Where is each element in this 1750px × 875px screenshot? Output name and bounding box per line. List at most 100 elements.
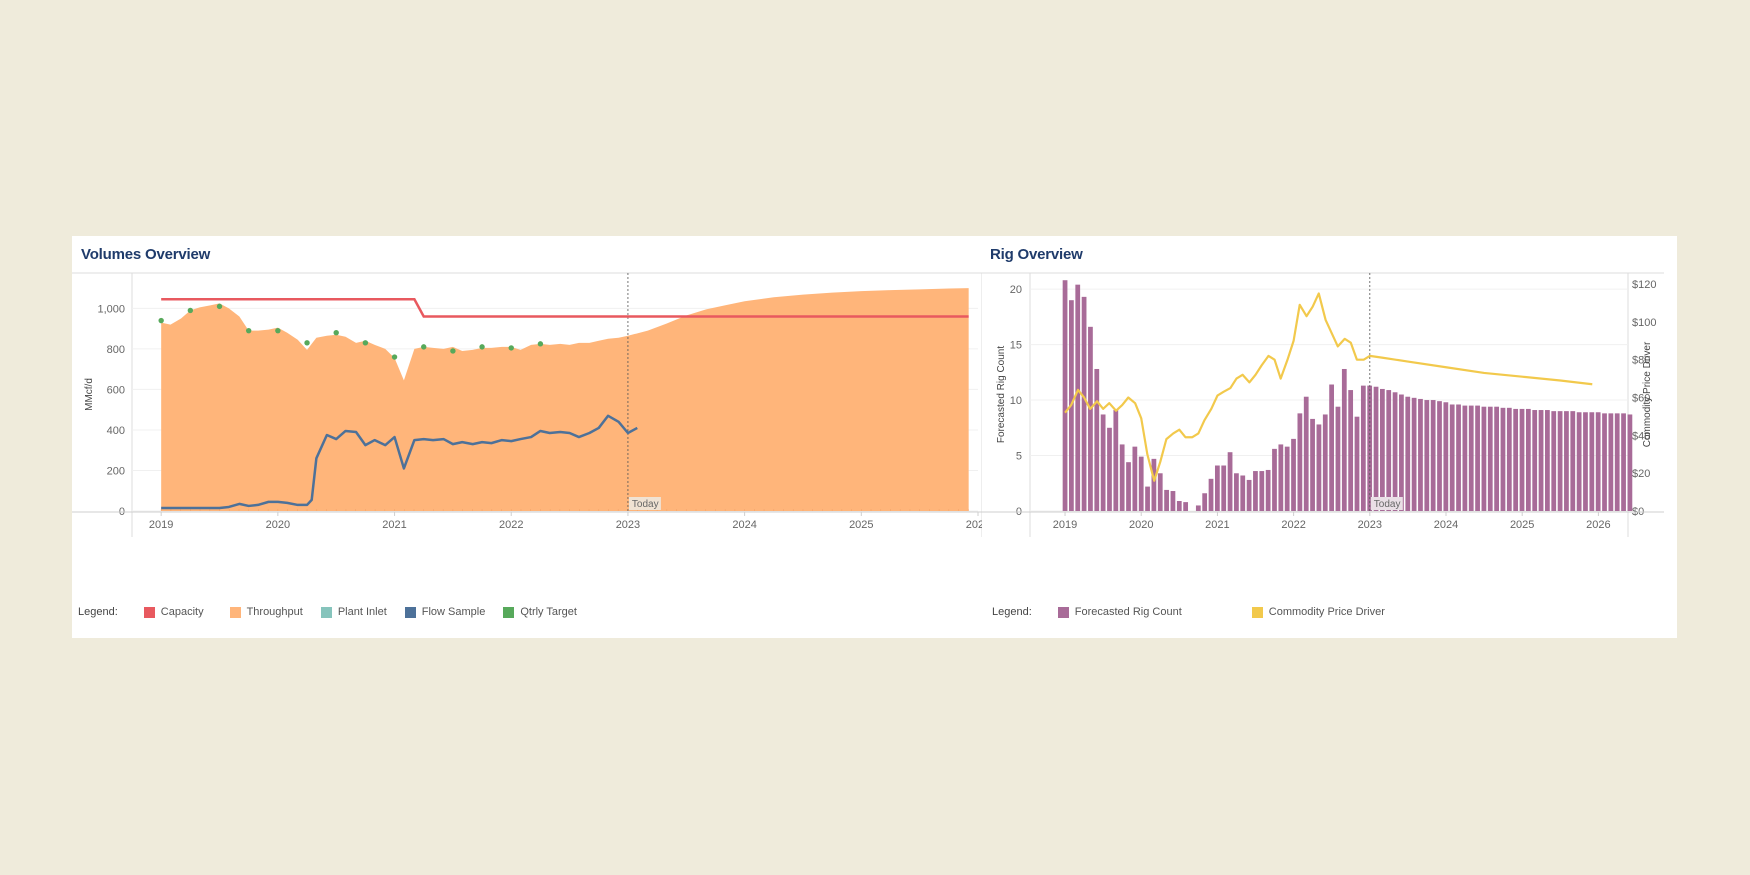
rig-count-bar bbox=[1462, 405, 1468, 511]
rig-count-bar bbox=[1443, 402, 1449, 511]
rig-count-bar bbox=[1392, 392, 1398, 511]
rig-count-bar bbox=[1627, 414, 1633, 511]
x-tick-label: 2024 bbox=[732, 519, 756, 531]
rig-count-bar bbox=[1075, 284, 1081, 511]
rig-count-bar bbox=[1487, 406, 1493, 511]
y-axis-label: Forecasted Rig Count bbox=[996, 346, 1007, 443]
x-tick-label: 2024 bbox=[1434, 519, 1458, 531]
rig-count-bar bbox=[1119, 444, 1125, 511]
rig-count-bar bbox=[1621, 413, 1626, 511]
legend-label: Capacity bbox=[160, 606, 204, 618]
rig-count-bar bbox=[1405, 396, 1411, 511]
rig-count-bar bbox=[1234, 473, 1239, 511]
legend-item-capacity[interactable]: Capacity bbox=[143, 606, 204, 618]
rig-count-bar bbox=[1437, 401, 1442, 511]
x-tick-label: 2026 bbox=[1586, 519, 1610, 531]
rig-count-bar bbox=[1176, 501, 1182, 511]
y2-tick-label: $120 bbox=[1632, 279, 1656, 291]
rig-count-bar bbox=[1265, 469, 1271, 511]
rig-count-bar bbox=[1576, 412, 1582, 511]
rig-count-bar bbox=[1411, 397, 1417, 511]
rig-count-bar bbox=[1100, 414, 1106, 511]
rig-count-bar bbox=[1297, 413, 1303, 511]
commodity-price-swatch bbox=[1251, 606, 1263, 618]
rig-count-bar bbox=[1513, 408, 1519, 511]
y-tick-label: 800 bbox=[107, 344, 125, 356]
rig-count-bar bbox=[1424, 400, 1430, 511]
rig-count-bar bbox=[1551, 411, 1557, 511]
rig-count-bar bbox=[1595, 412, 1601, 511]
y-tick-label: 600 bbox=[107, 384, 125, 396]
flow-sample-line bbox=[161, 414, 638, 510]
qtrly-target-point bbox=[508, 345, 514, 351]
rig-count-bar bbox=[1145, 486, 1150, 511]
rig-count-bar bbox=[1418, 398, 1423, 511]
rig-count-bar bbox=[1132, 446, 1138, 511]
qtrly-target-point bbox=[187, 307, 194, 314]
rig-count-bar bbox=[1272, 448, 1277, 511]
y2-tick-label: $60 bbox=[1632, 393, 1650, 405]
rig-count-bar bbox=[1164, 489, 1169, 511]
rig-count-bar bbox=[1475, 405, 1480, 511]
rig-count-bar bbox=[1202, 493, 1208, 511]
commodity-price-line bbox=[1064, 292, 1593, 482]
legend-item-flow-sample[interactable]: Flow Sample bbox=[404, 606, 485, 618]
rig-count-bar bbox=[1151, 458, 1157, 511]
legend-item-plant-inlet[interactable]: Plant Inlet bbox=[320, 606, 387, 618]
qtrly-target-point bbox=[421, 344, 427, 350]
qtrly-target-point bbox=[391, 354, 398, 360]
x-tick-label: 2023 bbox=[1358, 519, 1382, 531]
rig-count-bar bbox=[1183, 502, 1189, 511]
rig-count-bar bbox=[1564, 411, 1569, 511]
rig-count-bar bbox=[1310, 418, 1315, 511]
rig-count-bar bbox=[1367, 385, 1373, 511]
y-tick-label: 20 bbox=[1010, 284, 1022, 296]
y2-tick-label: $40 bbox=[1632, 430, 1650, 442]
rig-count-bar bbox=[1386, 390, 1392, 511]
y-axis-label: MMcf/d bbox=[84, 378, 95, 411]
qtrly-target-point bbox=[362, 340, 369, 346]
rig-count-bar bbox=[1157, 473, 1163, 511]
volumes-legend: Legend: Capacity Throughput Plant Inlet … bbox=[78, 606, 595, 618]
rigs-chart: 05101520$0$20$40$60$80$100$120Forecasted… bbox=[982, 272, 1664, 537]
x-tick-label: 2021 bbox=[1205, 519, 1229, 531]
rig-count-swatch bbox=[1057, 606, 1069, 618]
legend-label: Commodity Price Driver bbox=[1268, 606, 1385, 618]
rig-count-bar bbox=[1538, 410, 1544, 511]
rig-count-bar bbox=[1259, 471, 1265, 511]
legend-item-commodity-price[interactable]: Commodity Price Driver bbox=[1251, 606, 1385, 618]
legend-item-throughput[interactable]: Throughput bbox=[229, 606, 303, 618]
y2-tick-label: $100 bbox=[1632, 317, 1656, 329]
rig-count-bar bbox=[1107, 427, 1112, 511]
rig-count-bar bbox=[1570, 411, 1576, 511]
x-tick-label: 2021 bbox=[382, 519, 406, 531]
rig-count-bar bbox=[1284, 446, 1290, 511]
today-label-bg bbox=[628, 497, 661, 510]
rig-count-bar bbox=[1373, 386, 1379, 511]
x-tick-label: 2020 bbox=[1129, 519, 1153, 531]
y2-axis-label: Commodity Price Driver bbox=[1642, 341, 1653, 447]
rigs-title: Rig Overview bbox=[990, 246, 1083, 263]
throughput-area bbox=[161, 288, 969, 511]
capacity-swatch bbox=[143, 606, 155, 618]
rig-count-bar bbox=[1430, 400, 1436, 511]
legend-label: Throughput bbox=[246, 606, 303, 618]
rig-count-bar bbox=[1456, 404, 1461, 511]
legend-item-rig-count[interactable]: Forecasted Rig Count bbox=[1057, 606, 1182, 618]
capacity-line bbox=[161, 298, 969, 318]
rig-count-bar bbox=[1545, 410, 1550, 511]
legend-item-qtrly-target[interactable]: Qtrly Target bbox=[503, 606, 577, 618]
rigs-legend-title: Legend: bbox=[992, 606, 1032, 618]
rig-count-bar bbox=[1494, 406, 1500, 511]
x-tick-label: 2022 bbox=[499, 519, 523, 531]
rig-count-bar bbox=[1360, 385, 1366, 511]
plant-inlet-swatch bbox=[320, 606, 332, 618]
rig-count-bar bbox=[1208, 478, 1214, 511]
rig-count-bar bbox=[1602, 413, 1607, 511]
y2-tick-label: $80 bbox=[1632, 355, 1650, 367]
y-tick-label: 400 bbox=[107, 425, 125, 437]
qtrly-target-swatch bbox=[503, 606, 515, 618]
y-tick-label: 10 bbox=[1010, 395, 1022, 407]
rig-count-bar bbox=[1329, 384, 1334, 511]
rig-count-bar bbox=[1557, 411, 1563, 511]
